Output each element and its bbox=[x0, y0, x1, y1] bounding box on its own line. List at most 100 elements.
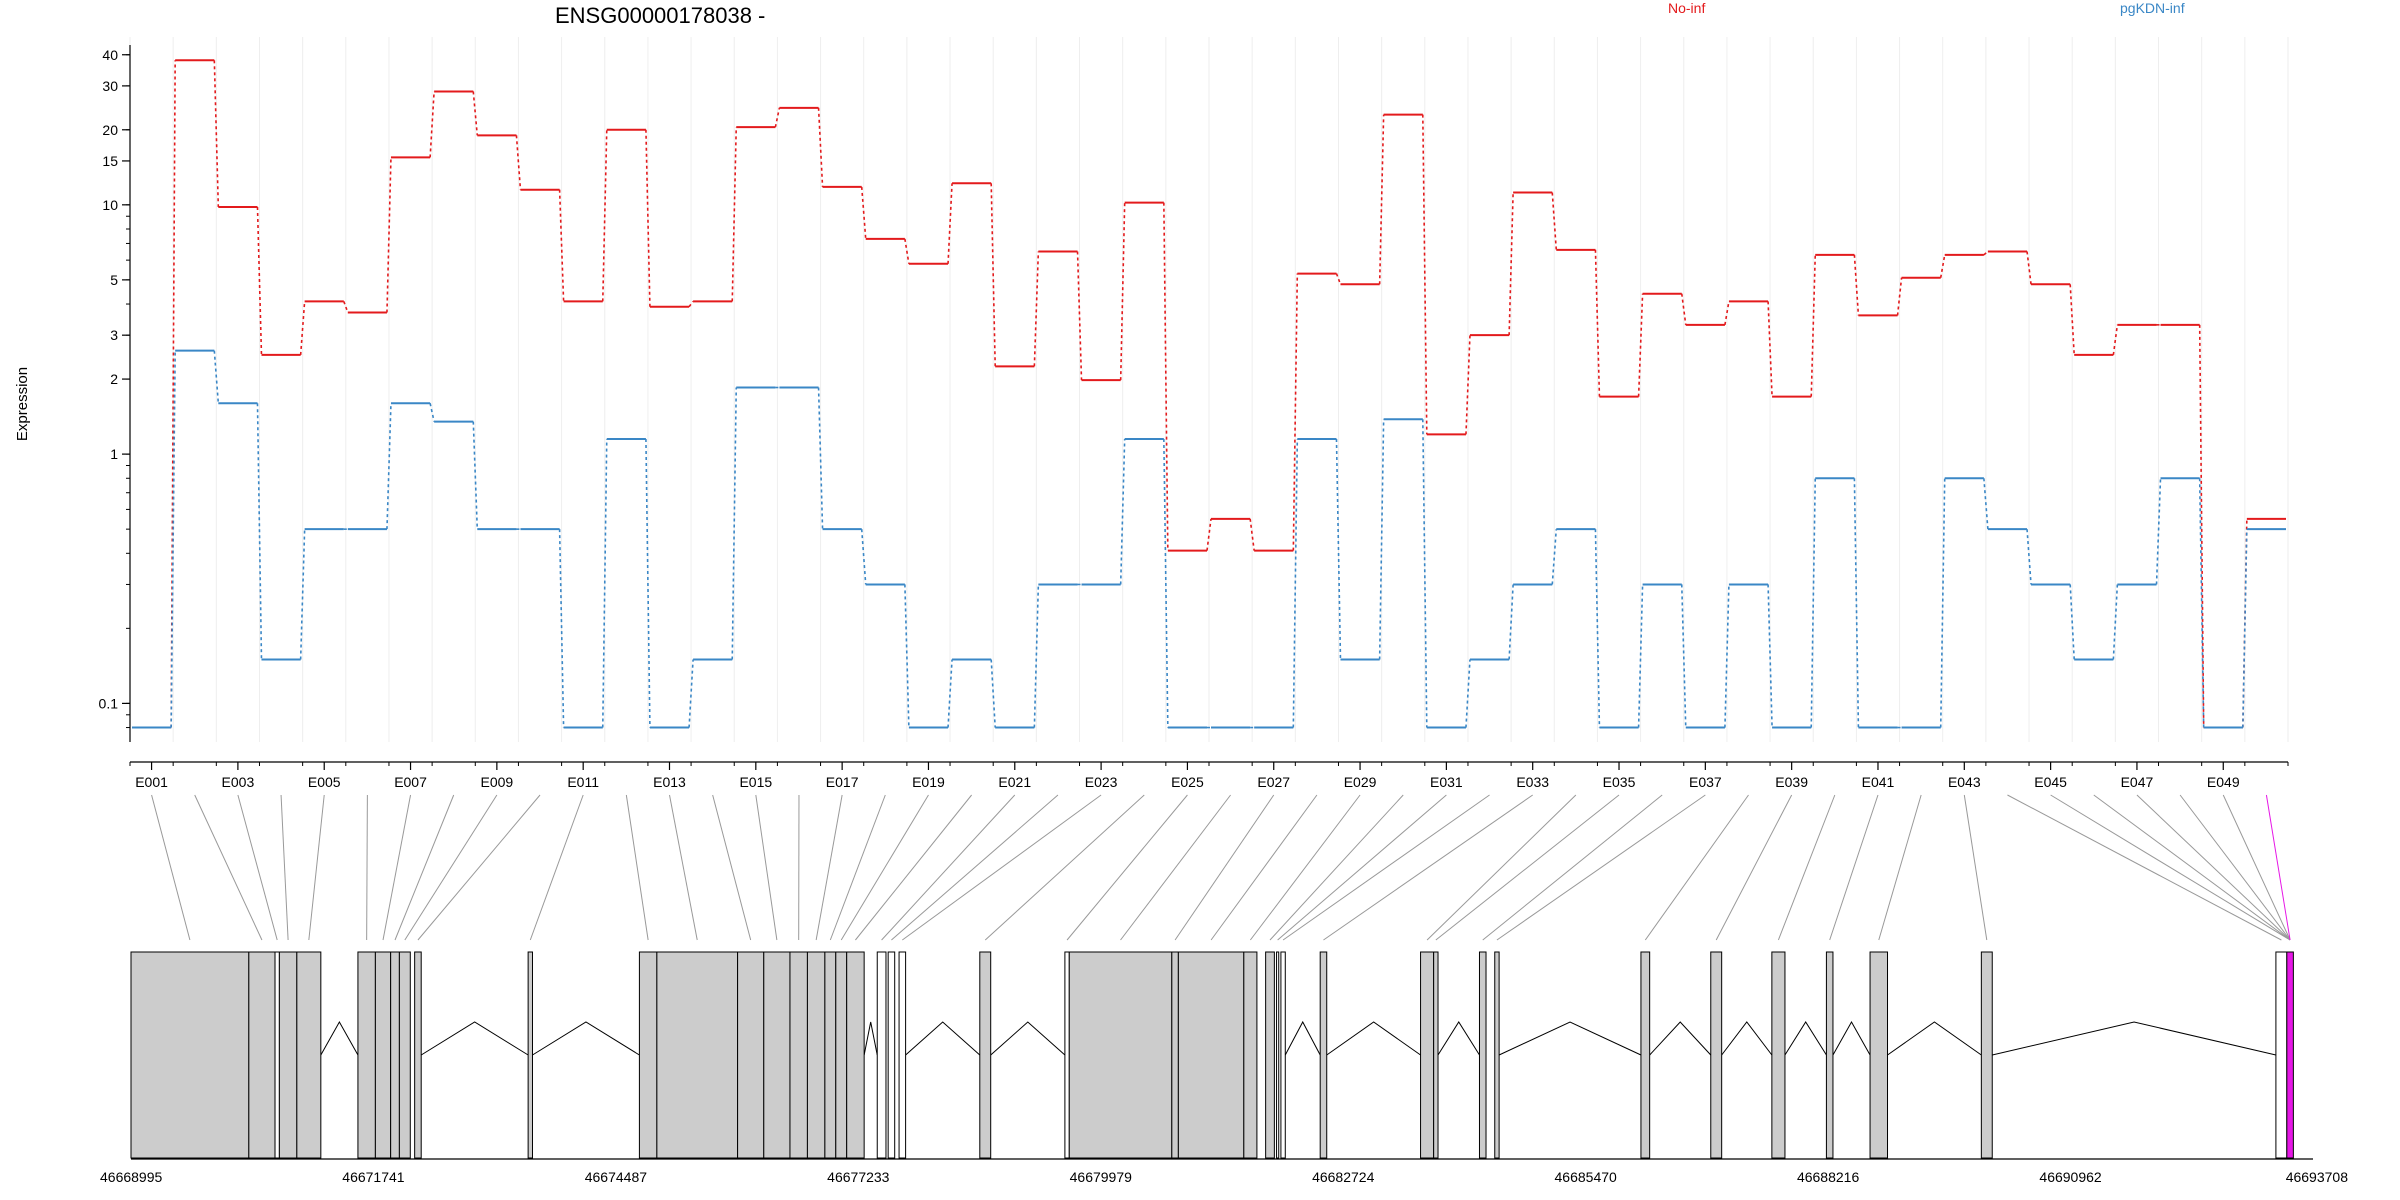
series-layer bbox=[132, 59, 2286, 729]
series-0-transition bbox=[1206, 518, 1212, 551]
exon-connector bbox=[1496, 794, 1706, 941]
series-0-transition bbox=[1896, 277, 1903, 316]
intron-line bbox=[320, 1020, 359, 1056]
series-0-transition bbox=[1422, 114, 1428, 435]
x-tick-label: E001 bbox=[135, 774, 168, 790]
exon-block bbox=[1710, 951, 1723, 1159]
exon-connector bbox=[237, 794, 278, 941]
y-tick-label: 1 bbox=[110, 446, 118, 462]
exon-block bbox=[1280, 951, 1286, 1159]
exon-block bbox=[789, 951, 808, 1159]
exon-block bbox=[2286, 951, 2294, 1159]
series-1-transition bbox=[1983, 478, 1989, 530]
exon-block bbox=[656, 951, 739, 1159]
exon-connector bbox=[712, 794, 752, 941]
intron-line bbox=[1992, 1021, 2277, 1056]
exon-block bbox=[390, 951, 400, 1159]
exon-connector bbox=[984, 794, 1145, 941]
x-tick-label: E003 bbox=[222, 774, 255, 790]
x-tick-label: E013 bbox=[653, 774, 686, 790]
exon-connector bbox=[815, 794, 843, 941]
exon-connector bbox=[1277, 794, 1447, 941]
x-axis: E001 E003 E005 E007 E009 E011 E013 E015 E017 E019… bbox=[129, 761, 2289, 790]
exon-connector bbox=[1878, 794, 1922, 941]
coordinate-label: 46688216 bbox=[1797, 1169, 1860, 1185]
vertical-gridlines bbox=[129, 37, 2289, 742]
series-1-transition bbox=[1508, 584, 1514, 660]
exon-connectors bbox=[151, 794, 2291, 941]
exon-connector bbox=[1777, 794, 1836, 941]
exon-connector bbox=[1282, 794, 1490, 941]
series-0-transition bbox=[1378, 114, 1385, 285]
exon-connector bbox=[1174, 794, 1275, 941]
x-tick-label: E045 bbox=[2034, 774, 2067, 790]
y-tick-label: 10 bbox=[102, 197, 118, 213]
y-tick-label: 3 bbox=[110, 327, 118, 343]
intron-line bbox=[990, 1021, 1066, 1056]
series-0-transition bbox=[1637, 293, 1644, 397]
intron-line bbox=[420, 1021, 529, 1056]
x-tick-label: E033 bbox=[1516, 774, 1549, 790]
exon-block bbox=[414, 951, 422, 1159]
exon-block bbox=[1771, 951, 1786, 1159]
series-1-transition bbox=[688, 659, 694, 728]
exon-connector bbox=[625, 794, 649, 941]
series-0-transition bbox=[1724, 301, 1730, 325]
exon-block bbox=[296, 951, 322, 1159]
gene-model-track: 46668995 46671741 46674487 46677233 46679979… bbox=[100, 951, 2348, 1185]
x-tick-label: E027 bbox=[1257, 774, 1290, 790]
y-tick-label: 2 bbox=[110, 371, 118, 387]
exon-connector bbox=[1435, 794, 1620, 941]
exon-block bbox=[1980, 951, 1993, 1159]
series-1-transition bbox=[601, 438, 608, 728]
series-0-transition bbox=[947, 183, 953, 264]
exon-block bbox=[876, 951, 887, 1159]
exon-block bbox=[1869, 951, 1889, 1159]
exon-connector bbox=[308, 794, 325, 941]
series-0-transition bbox=[1292, 273, 1299, 551]
exon-connector bbox=[2265, 794, 2291, 941]
series-0-transition bbox=[731, 127, 738, 302]
series-1-transition bbox=[170, 350, 176, 728]
exon-connector bbox=[151, 794, 191, 941]
series-1-transition bbox=[1119, 438, 1126, 585]
series-0-transition bbox=[386, 157, 392, 313]
series-0-transition bbox=[1335, 273, 1342, 285]
intron-line bbox=[1887, 1021, 1982, 1056]
series-0-transition bbox=[1465, 335, 1471, 435]
exon-block bbox=[1068, 951, 1173, 1159]
intron-line bbox=[1721, 1021, 1773, 1056]
exon-block bbox=[374, 951, 392, 1159]
series-1-transition bbox=[1378, 419, 1385, 660]
exon-block bbox=[1243, 951, 1258, 1159]
exon-connector bbox=[1482, 794, 1663, 941]
exon-block bbox=[130, 951, 250, 1159]
exon-block bbox=[737, 951, 765, 1159]
series-1 bbox=[132, 349, 2286, 729]
y-tick-label: 20 bbox=[102, 122, 118, 138]
exon-connector bbox=[2093, 794, 2291, 941]
series-0-transition bbox=[601, 129, 608, 302]
x-tick-label: E021 bbox=[998, 774, 1031, 790]
coordinate-label: 46682724 bbox=[1312, 1169, 1375, 1185]
exon-connector bbox=[2050, 794, 2291, 941]
series-0-transition bbox=[1939, 254, 1946, 278]
exon-block bbox=[2275, 951, 2288, 1159]
y-axis-label: Expression bbox=[14, 367, 31, 441]
exon-connector bbox=[1066, 794, 1188, 941]
exon-connector bbox=[1644, 794, 1749, 941]
x-tick-label: E025 bbox=[1171, 774, 1204, 790]
y-tick-label: 0.1 bbox=[99, 695, 119, 711]
exon-block bbox=[1177, 951, 1245, 1159]
exon-block bbox=[1494, 951, 1500, 1159]
exon-connector bbox=[366, 794, 368, 941]
series-0-transition bbox=[990, 183, 996, 367]
exon-connector bbox=[1323, 794, 1533, 941]
exon-connector bbox=[755, 794, 778, 941]
exon-connector bbox=[891, 794, 1059, 941]
x-tick-label: E015 bbox=[739, 774, 772, 790]
series-0 bbox=[132, 59, 2286, 729]
exon-connector bbox=[194, 794, 263, 941]
exon-block bbox=[1319, 951, 1328, 1159]
exon-connector bbox=[669, 794, 698, 941]
